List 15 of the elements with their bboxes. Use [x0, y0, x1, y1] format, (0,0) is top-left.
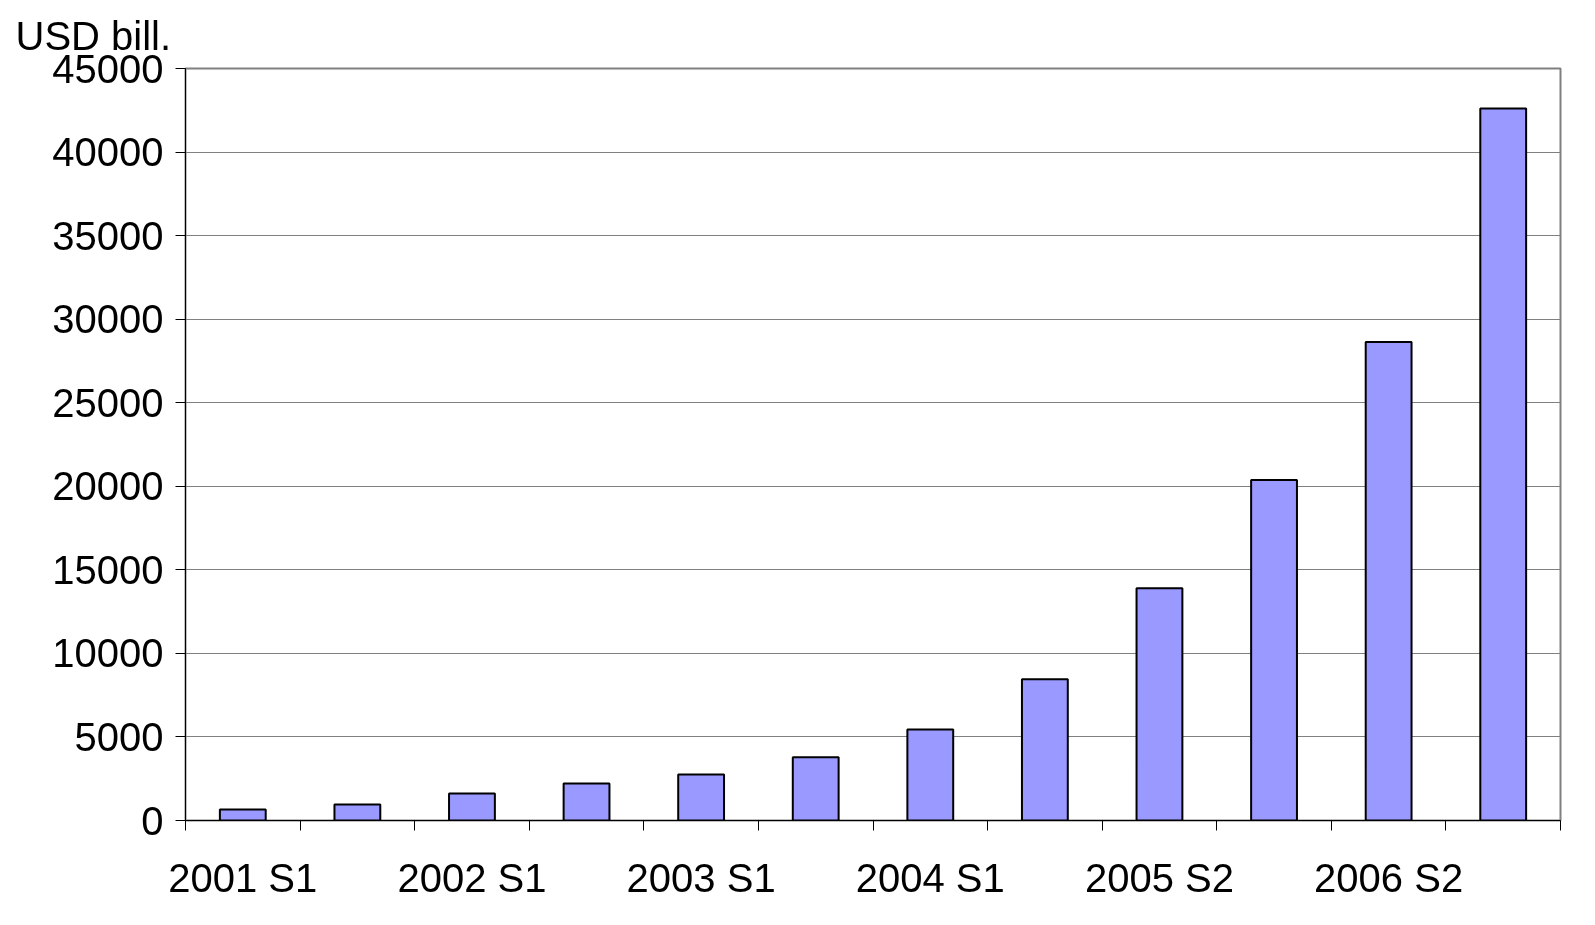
x-tick-label: 2004 S1: [855, 855, 1005, 900]
y-tick-label: 0: [141, 798, 164, 843]
y-tick-label: 35000: [52, 213, 164, 258]
y-tick-label: 5000: [74, 714, 164, 759]
x-tick-label: 2003 S1: [626, 855, 776, 900]
x-tick-label: 2001 S1: [168, 855, 318, 900]
y-tick-label: 25000: [52, 380, 164, 425]
y-tick-label: 15000: [52, 547, 164, 592]
y-tick-label: 40000: [52, 130, 164, 175]
x-tick-label: 2002 S1: [397, 855, 547, 900]
x-tick-label: 2006 S2: [1314, 855, 1464, 900]
y-tick-label: 10000: [52, 631, 164, 676]
x-tick-label: 2005 S2: [1084, 855, 1234, 900]
y-tick-label: 20000: [52, 464, 164, 509]
y-tick-label: 30000: [52, 297, 164, 342]
